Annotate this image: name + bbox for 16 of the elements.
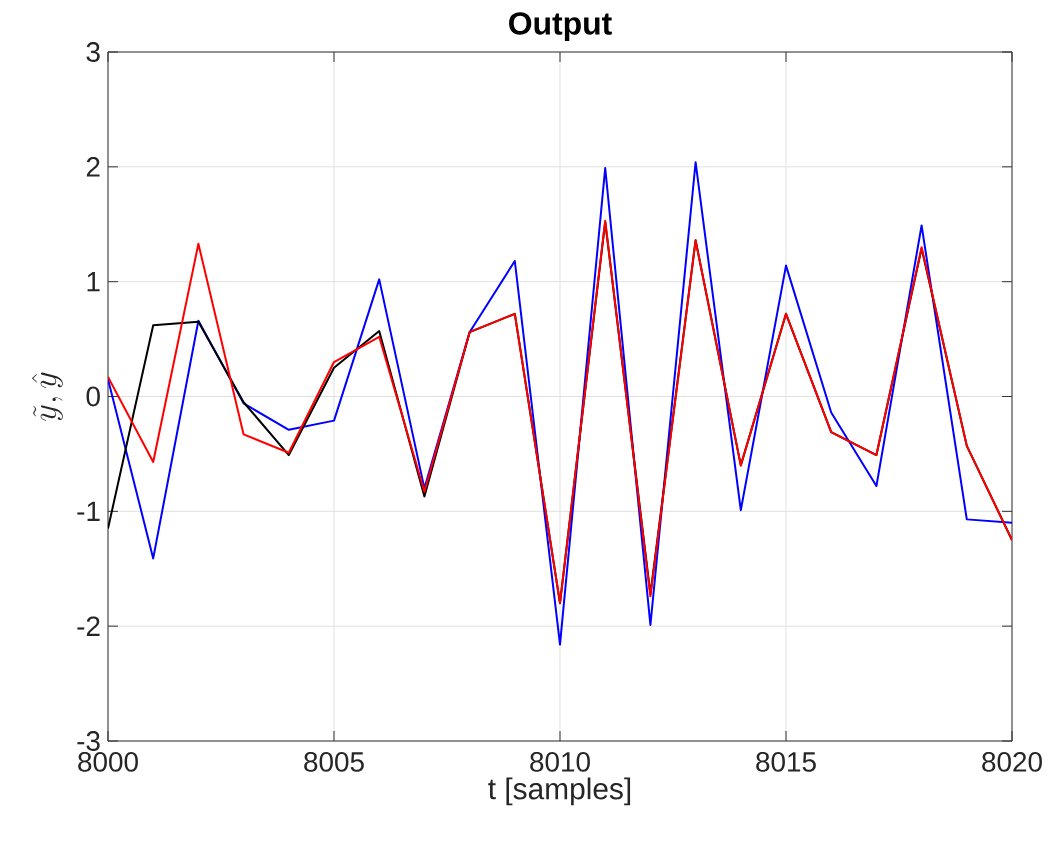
chart-title: Output [509,12,612,42]
y-tick-label: -1 [77,501,100,521]
x-tick-label: 8020 [982,752,1042,772]
x-tick-label: 8015 [756,752,816,772]
x-tick-label: 8010 [530,752,590,772]
y-tick-label: 3 [86,42,100,62]
y-axis-title: $\tilde{y}, \hat{y}$ [31,372,63,421]
line-series [108,161,1013,646]
y-tick-label: -3 [77,731,100,751]
y-tick-label: -2 [77,616,100,636]
y-tick-label: 2 [86,157,100,177]
x-tick-label: 8005 [304,752,364,772]
x-tick-label: 8000 [78,752,138,772]
x-axis-title: t [samples] [488,777,631,806]
y-tick-label: 0 [86,386,100,407]
y-tick-label: 1 [87,272,100,292]
